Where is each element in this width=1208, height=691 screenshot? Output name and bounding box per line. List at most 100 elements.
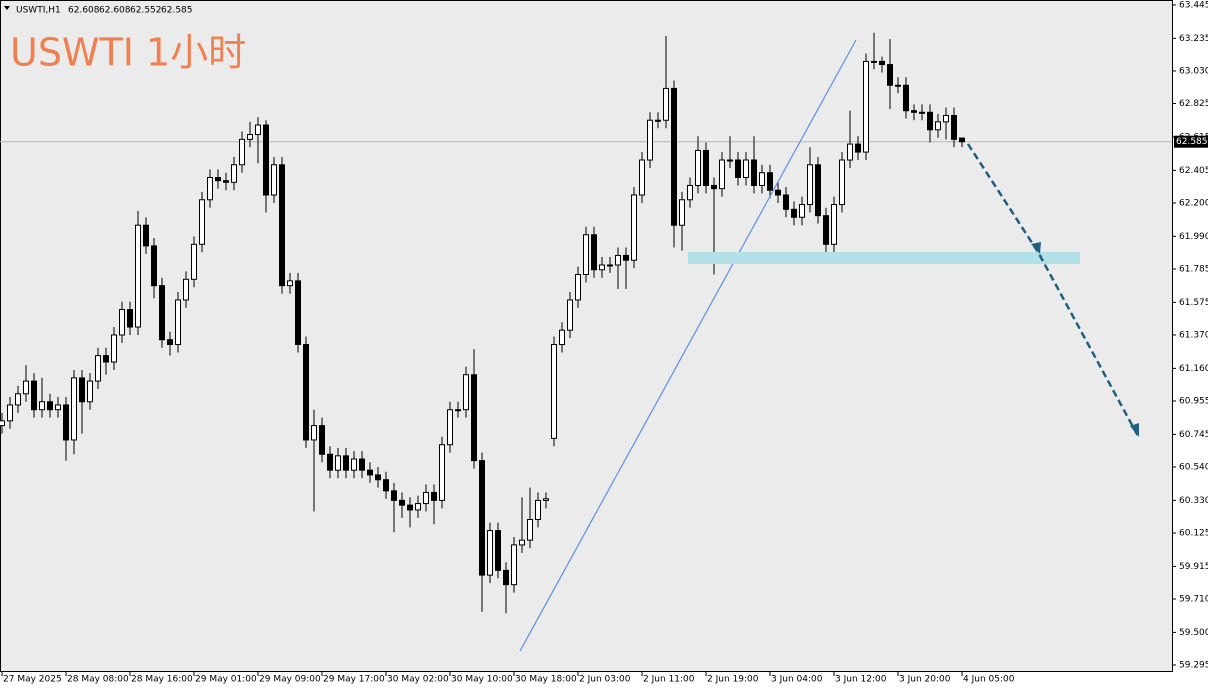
y-tick-label: 60.955 xyxy=(1179,396,1208,406)
x-tick-label: 2 Jun 11:00 xyxy=(643,675,695,685)
candle-body xyxy=(847,143,853,161)
candle-body xyxy=(327,453,333,471)
candle-body xyxy=(743,159,749,179)
x-tick-label: 28 May 08:00 xyxy=(67,675,129,685)
candle-body xyxy=(311,425,317,441)
symbol: USWTI,H1 xyxy=(16,6,61,16)
y-tick-label: 61.370 xyxy=(1179,330,1208,340)
x-tick-label: 29 May 09:00 xyxy=(259,675,321,685)
candle-body xyxy=(959,137,965,143)
candle-body xyxy=(127,309,133,328)
candle-body xyxy=(55,404,61,411)
y-tick-label: 59.710 xyxy=(1179,594,1208,604)
candle-body xyxy=(103,355,109,363)
x-tick-label: 30 May 02:00 xyxy=(387,675,449,685)
candle-body xyxy=(247,134,253,140)
candle-body xyxy=(855,143,861,153)
candle-body xyxy=(111,334,117,363)
candle-body xyxy=(695,149,701,186)
candle-body xyxy=(591,234,597,271)
candle-body xyxy=(583,234,589,276)
y-tick-label: 59.915 xyxy=(1179,562,1208,572)
candle-body xyxy=(799,204,805,218)
candle-body xyxy=(927,111,933,131)
candle-body xyxy=(31,380,37,411)
menu-icon xyxy=(4,6,10,10)
candle-body xyxy=(423,491,429,505)
x-tick-label: 4 Jun 05:00 xyxy=(963,675,1015,685)
candle-body xyxy=(879,60,885,66)
candle-body xyxy=(63,404,69,441)
candle-body xyxy=(783,194,789,210)
y-tick-label: 63.445 xyxy=(1179,0,1208,10)
candle-body xyxy=(751,159,757,186)
candle-body xyxy=(151,245,157,287)
candle-body xyxy=(415,503,421,511)
candle-body xyxy=(767,172,773,191)
candle-body xyxy=(519,539,525,546)
candle-body xyxy=(463,374,469,411)
candle-body xyxy=(119,309,125,336)
chart-title: USWTI 1小时 xyxy=(10,31,246,75)
y-tick-label: 59.500 xyxy=(1179,628,1208,638)
candle-body xyxy=(943,114,949,123)
candle-body xyxy=(639,159,645,196)
y-tick-label: 60.125 xyxy=(1179,528,1208,538)
candle-body xyxy=(447,409,453,446)
candle-body xyxy=(271,164,277,196)
candle-body xyxy=(207,177,213,201)
candle-body xyxy=(255,124,261,136)
candle-body xyxy=(135,224,141,328)
candle-body xyxy=(839,159,845,206)
x-tick-label: 29 May 01:00 xyxy=(195,675,257,685)
y-tick-label: 63.235 xyxy=(1179,34,1208,44)
candle-body xyxy=(215,177,221,182)
y-tick-label: 61.785 xyxy=(1179,264,1208,274)
candle-body xyxy=(807,164,813,206)
y-tick-label: 62.405 xyxy=(1179,166,1208,176)
candle-body xyxy=(383,479,389,492)
candle-body xyxy=(759,172,765,186)
candle-body xyxy=(199,199,205,245)
y-tick-label: 61.160 xyxy=(1179,364,1208,374)
candle-body xyxy=(559,329,565,346)
candle-body xyxy=(263,124,269,196)
y-tick-label: 60.540 xyxy=(1179,462,1208,472)
support-zone xyxy=(688,252,1080,264)
candle-body xyxy=(71,377,77,441)
candle-body xyxy=(719,159,725,190)
candle-body xyxy=(951,114,957,140)
candle-body xyxy=(455,409,461,412)
candle-body xyxy=(551,344,557,439)
x-tick-label: 3 Jun 04:00 xyxy=(771,675,823,685)
candle-body xyxy=(535,499,541,520)
price-label-bg xyxy=(1174,135,1208,148)
header-open: 62.608 xyxy=(68,6,100,16)
candle-body xyxy=(511,544,517,586)
candle-body xyxy=(399,499,405,506)
candle-body xyxy=(623,254,629,261)
candle-body xyxy=(183,278,189,301)
candle-body xyxy=(687,184,693,201)
forecast-arrow xyxy=(966,143,1140,437)
candle-body xyxy=(863,60,869,153)
candle-body xyxy=(167,339,173,346)
candle-body xyxy=(431,491,437,501)
candle-body xyxy=(663,87,669,121)
candle-body xyxy=(375,474,381,481)
candle-body xyxy=(487,530,493,576)
candle-body xyxy=(615,254,621,266)
candle-body xyxy=(543,498,549,501)
candle-body xyxy=(735,159,741,179)
x-tick-label: 2 Jun 03:00 xyxy=(579,675,631,685)
candle-body xyxy=(95,355,101,382)
candle-body xyxy=(655,119,661,122)
candle-body xyxy=(391,490,397,501)
candle-body xyxy=(911,110,917,113)
plot-area xyxy=(0,0,1173,672)
x-tick-label: 3 Jun 12:00 xyxy=(835,675,887,685)
x-tick-label: 29 May 17:00 xyxy=(323,675,385,685)
candle-body xyxy=(343,455,349,471)
candle-body xyxy=(303,344,309,441)
candle-body xyxy=(87,380,93,403)
